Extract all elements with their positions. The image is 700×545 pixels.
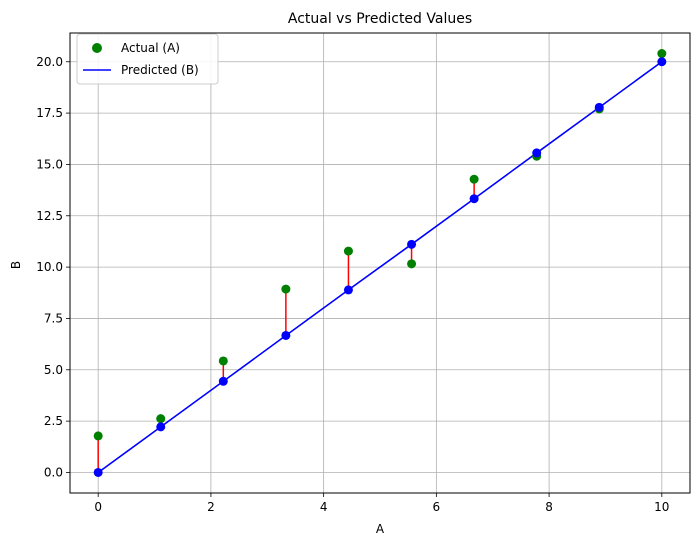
legend-label-actual: Actual (A) — [121, 41, 180, 55]
chart-title: Actual vs Predicted Values — [288, 11, 472, 27]
y-axis: 0.0 2.5 5.0 7.5 10.0 12.5 15.0 17.5 20.0 — [36, 55, 70, 479]
plot-frame — [69, 32, 691, 494]
y-tick-label: 15.0 — [36, 157, 63, 171]
x-tick-label: 2 — [207, 500, 215, 514]
x-tick-label: 6 — [433, 500, 441, 514]
predicted-points — [93, 57, 667, 477]
actual-point — [469, 174, 479, 184]
y-tick-label: 20.0 — [36, 55, 63, 69]
plot-area — [70, 33, 690, 493]
x-axis: 0 2 4 6 8 10 — [94, 493, 669, 514]
predicted-point — [469, 194, 479, 204]
x-tick-label: 10 — [654, 500, 669, 514]
predicted-point — [281, 330, 291, 340]
predicted-point — [594, 102, 604, 112]
predicted-series-line — [97, 61, 663, 474]
y-axis-title: B — [9, 261, 23, 269]
legend-marker-actual — [92, 43, 102, 53]
y-tick-label: 2.5 — [44, 414, 63, 428]
y-tick-label: 7.5 — [44, 311, 63, 325]
x-tick-label: 4 — [320, 500, 328, 514]
y-tick-label: 0.0 — [44, 465, 63, 479]
actual-point — [156, 414, 166, 424]
actual-point — [218, 356, 228, 366]
predicted-point — [218, 376, 228, 386]
predicted-point — [407, 239, 417, 249]
x-tick-label: 8 — [545, 500, 553, 514]
predicted-point — [532, 148, 542, 158]
x-tick-label: 0 — [94, 500, 102, 514]
legend: Actual (A) Predicted (B) — [76, 33, 219, 85]
y-tick-label: 12.5 — [36, 209, 63, 223]
predicted-point — [156, 422, 166, 432]
y-tick-label: 10.0 — [36, 260, 63, 274]
actual-point — [281, 284, 291, 294]
x-axis-title: A — [376, 522, 385, 536]
predicted-line — [97, 61, 663, 474]
predicted-point — [93, 467, 103, 477]
predicted-point — [657, 57, 667, 67]
legend-box — [76, 33, 219, 85]
actual-point — [657, 49, 667, 59]
legend-label-predicted: Predicted (B) — [121, 63, 199, 77]
actual-point — [93, 431, 103, 441]
actual-point — [343, 246, 353, 256]
actual-point — [407, 259, 417, 269]
predicted-point — [343, 285, 353, 295]
y-tick-label: 17.5 — [36, 106, 63, 120]
y-tick-label: 5.0 — [44, 363, 63, 377]
